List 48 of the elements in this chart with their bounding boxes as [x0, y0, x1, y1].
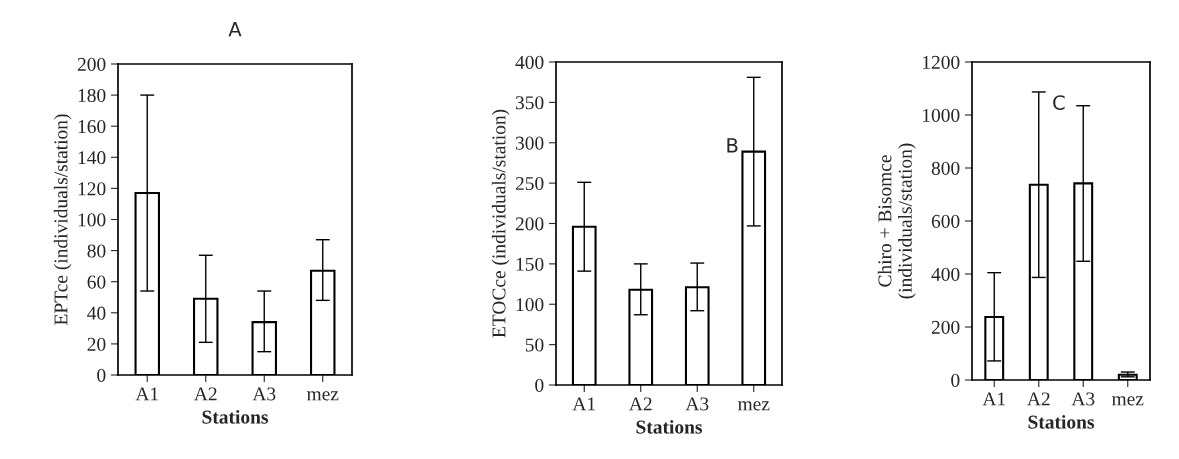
y-tick-label: 160 — [78, 120, 106, 134]
y-axis-title: EPTce (individuals/station) — [53, 114, 72, 325]
y-tick-label: 50 — [525, 338, 544, 352]
y-tick-label: 40 — [87, 306, 106, 320]
x-axis-title: Stations — [636, 419, 703, 434]
x-tick-label: A2 — [1027, 392, 1050, 406]
annotation: C — [1053, 95, 1065, 110]
y-tick-label: 400 — [515, 55, 544, 69]
x-tick-label: A1 — [572, 397, 595, 411]
y-tick-label: 20 — [87, 337, 106, 351]
y-tick-label: 120 — [78, 182, 106, 196]
x-tick-label: mez — [306, 391, 339, 401]
x-tick-label: A1 — [982, 392, 1005, 406]
x-tick-label: A3 — [1071, 392, 1095, 406]
y-tick-label: 350 — [515, 96, 544, 110]
y-tick-label: 600 — [931, 214, 960, 228]
y-tick-label: 0 — [97, 368, 106, 382]
y-tick-label: 400 — [931, 267, 960, 281]
y-tick-label: 200 — [77, 57, 106, 71]
x-axis-title: Stations — [202, 409, 269, 424]
x-tick-label: A3 — [252, 387, 276, 401]
y-tick-label: 180 — [78, 88, 106, 103]
y-tick-label: 200 — [515, 217, 544, 231]
x-tick-label: mez — [737, 401, 770, 411]
y-tick-label: 800 — [931, 161, 960, 175]
x-tick-label: A3 — [685, 397, 709, 411]
y-axis-title: Chiro + Bisomce (individuals/station) — [877, 143, 916, 299]
chart-title: A — [228, 22, 242, 37]
y-tick-label: 100 — [78, 213, 106, 227]
x-tick-label: A1 — [135, 387, 158, 401]
y-tick-label: 80 — [87, 244, 106, 258]
annotation: B — [727, 138, 738, 153]
x-tick-label: mez — [1111, 396, 1144, 406]
y-tick-label: 0 — [535, 378, 544, 392]
y-tick-label: 300 — [515, 136, 544, 150]
y-tick-label: 140 — [78, 151, 106, 165]
x-tick-label: A2 — [629, 397, 652, 411]
y-tick-label: 1200 — [923, 55, 960, 69]
y-tick-label: 250 — [515, 176, 544, 191]
y-axis-title: ETOCce (individuals/station) — [491, 109, 510, 338]
y-tick-label: 100 — [516, 298, 544, 312]
y-tick-label: 0 — [951, 373, 960, 387]
y-tick-label: 60 — [87, 275, 106, 289]
y-tick-label: 200 — [931, 320, 960, 334]
x-tick-label: A2 — [194, 387, 217, 401]
x-axis-title: Stations — [1028, 414, 1095, 429]
y-tick-label: 1000 — [923, 108, 960, 122]
y-tick-label: 150 — [516, 257, 544, 271]
